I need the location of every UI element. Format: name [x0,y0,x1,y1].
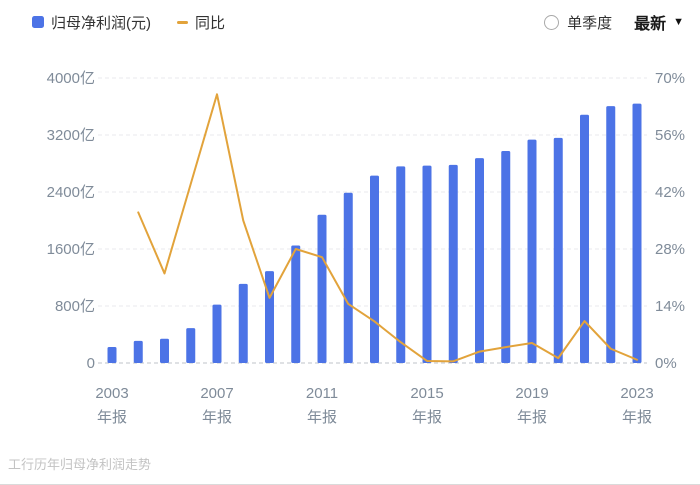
line-series-swatch-icon [177,20,188,24]
svg-text:1600亿: 1600亿 [47,241,95,258]
svg-text:800亿: 800亿 [55,298,95,315]
line-series-label: 同比 [195,14,226,32]
single-quarter-radio[interactable]: 单季度 [544,12,612,33]
svg-text:0: 0 [87,355,95,372]
svg-text:56%: 56% [655,127,685,144]
chart-caption: 工行历年归母净利润走势 [8,457,152,472]
bar-series-swatch-icon [32,16,44,28]
legend-item-yoy[interactable]: 同比 [177,12,225,33]
latest-dropdown[interactable]: 最新 ▼ [634,10,684,34]
chart-controls: 单季度 最新 ▼ [544,10,684,34]
svg-text:4000亿: 4000亿 [47,70,95,87]
bar-series-label: 归母净利润(元) [51,14,151,32]
caret-down-icon: ▼ [673,15,684,28]
svg-text:42%: 42% [655,184,685,201]
svg-text:14%: 14% [655,298,685,315]
svg-text:3200亿: 3200亿 [47,127,95,144]
radio-circle-icon [544,14,560,30]
single-quarter-label: 单季度 [567,14,613,32]
legend-item-net-profit[interactable]: 归母净利润(元) [32,12,151,33]
legend: 归母净利润(元) 同比 [32,12,225,33]
svg-text:28%: 28% [655,241,685,258]
svg-text:70%: 70% [655,70,685,87]
svg-text:2400亿: 2400亿 [47,184,95,201]
svg-text:0%: 0% [655,355,677,372]
chart-header: 归母净利润(元) 同比 单季度 最新 ▼ [32,10,684,34]
latest-label: 最新 [634,16,667,33]
